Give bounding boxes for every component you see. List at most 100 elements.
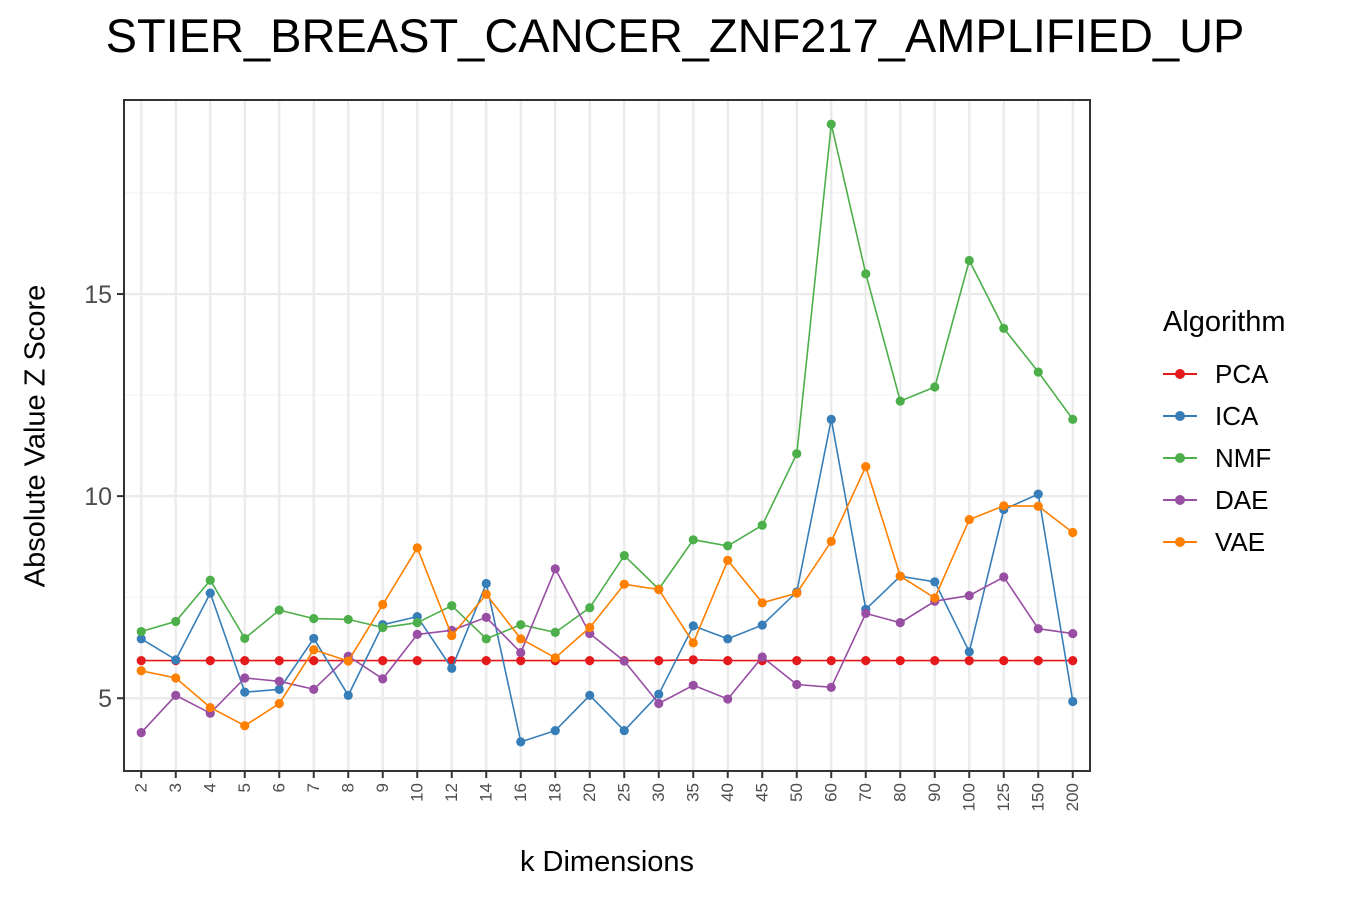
data-point <box>343 690 353 701</box>
data-point <box>792 588 802 598</box>
data-point <box>1033 367 1043 377</box>
data-point <box>861 608 871 618</box>
data-point <box>136 626 146 637</box>
data-point <box>1068 696 1078 707</box>
data-point <box>757 620 767 630</box>
data-point <box>516 656 526 666</box>
data-point <box>136 727 146 738</box>
data-point <box>343 656 353 666</box>
data-point <box>723 555 733 566</box>
legend-item-nmf: NMF <box>1163 437 1286 479</box>
x-tick-label: 50 <box>787 783 806 802</box>
series-line-dae <box>140 567 1073 734</box>
data-point <box>550 653 560 663</box>
data-point <box>1033 501 1043 511</box>
data-point <box>826 536 836 547</box>
data-point <box>688 621 698 631</box>
data-point <box>619 579 629 589</box>
chart-title: STIER_BREAST_CANCER_ZNF217_AMPLIFIED_UP <box>105 9 1245 62</box>
legend-label: VAE <box>1215 526 1266 557</box>
legend-item-dae: DAE <box>1163 479 1286 521</box>
x-tick-label: 8 <box>338 783 357 792</box>
data-point <box>895 618 905 628</box>
legend-label: DAE <box>1215 484 1269 515</box>
data-point <box>412 629 422 639</box>
x-tick-label: 20 <box>580 783 599 802</box>
data-point <box>826 656 836 666</box>
data-point <box>412 656 422 666</box>
data-point <box>585 603 595 613</box>
data-point <box>1033 624 1043 634</box>
data-point <box>205 575 215 585</box>
data-point <box>688 680 698 690</box>
data-point <box>240 633 250 644</box>
data-point <box>688 535 698 545</box>
data-point <box>550 725 560 736</box>
x-tick-label: 35 <box>683 783 702 802</box>
x-tick-label: 7 <box>304 783 323 792</box>
data-point <box>861 656 871 666</box>
x-tick-label: 60 <box>821 783 840 802</box>
data-point <box>757 652 767 662</box>
x-tick-label: 5 <box>235 783 254 792</box>
data-point <box>999 656 1009 666</box>
y-axis-label: Absolute Value Z Score <box>19 284 52 588</box>
x-tick-label: 150 <box>1028 783 1047 811</box>
data-point <box>723 694 733 704</box>
data-point <box>378 622 388 633</box>
data-point <box>481 612 491 622</box>
data-point <box>378 656 388 666</box>
data-point <box>171 673 181 683</box>
x-tick-label: 9 <box>373 783 392 792</box>
data-point <box>861 462 871 472</box>
data-point <box>1068 527 1078 538</box>
data-point <box>1068 414 1078 424</box>
data-point <box>378 674 388 684</box>
data-point <box>516 620 526 630</box>
series-line-nmf <box>141 124 1074 640</box>
data-point <box>930 577 940 587</box>
grid-lines <box>124 100 1090 771</box>
data-point <box>274 656 284 666</box>
x-tick-label: 10 <box>407 783 426 802</box>
data-point <box>1033 656 1043 666</box>
data-point <box>654 698 664 709</box>
data-point <box>1033 489 1043 499</box>
data-point <box>895 396 905 406</box>
data-point <box>412 618 422 628</box>
data-point <box>792 679 802 690</box>
data-point <box>654 584 664 595</box>
series-line-ica <box>140 419 1074 743</box>
data-point <box>274 605 284 615</box>
data-point <box>240 721 250 731</box>
data-point <box>999 572 1009 582</box>
legend-key <box>1163 367 1197 381</box>
data-point <box>447 601 457 611</box>
data-point <box>205 588 215 598</box>
data-point <box>481 634 491 644</box>
y-tick-label: 5 <box>98 685 112 713</box>
data-point <box>792 449 802 459</box>
data-point <box>274 684 284 694</box>
data-point <box>240 656 250 666</box>
data-point <box>516 634 526 644</box>
legend-key <box>1163 451 1197 465</box>
legend-key <box>1163 535 1197 549</box>
legend-label: NMF <box>1215 442 1272 473</box>
x-tick-label: 2 <box>131 783 150 792</box>
legend-key <box>1163 409 1197 423</box>
data-point <box>826 682 836 692</box>
data-point <box>964 590 974 601</box>
data-point <box>550 564 560 574</box>
data-point <box>274 698 284 709</box>
data-point <box>619 550 629 561</box>
legend-item-ica: ICA <box>1163 395 1286 437</box>
data-point <box>136 656 146 666</box>
data-point <box>688 638 698 648</box>
data-point <box>964 647 974 657</box>
data-point <box>516 737 526 747</box>
x-tick-label: 45 <box>752 783 771 802</box>
x-tick-label: 18 <box>545 783 564 802</box>
data-point <box>930 593 940 603</box>
